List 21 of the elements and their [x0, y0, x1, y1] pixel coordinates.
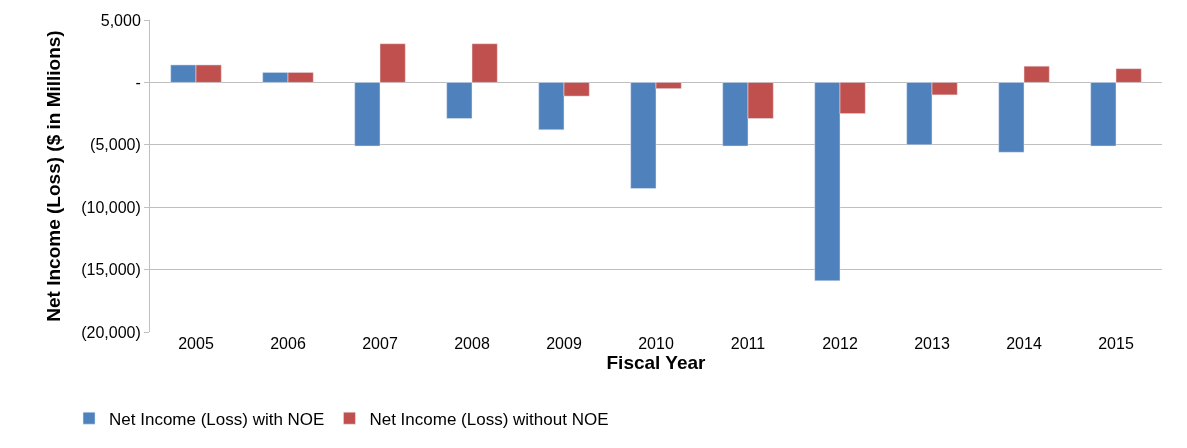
y-tick-label: (20,000) — [81, 323, 141, 341]
y-tick-label: (5,000) — [90, 136, 141, 154]
x-tick-label: 2009 — [546, 335, 582, 352]
x-tick-label: 2008 — [454, 335, 490, 352]
x-tick-label: 2015 — [1098, 335, 1134, 352]
legend-label: Net Income (Loss) with NOE — [109, 409, 325, 429]
x-tick-label: 2010 — [638, 335, 674, 352]
y-axis-title: Net Income (Loss) ($ in Millions) — [43, 30, 65, 322]
x-tick-label: 2011 — [730, 335, 766, 352]
y-tick-label: (15,000) — [81, 261, 141, 279]
x-tick-label: 2013 — [914, 335, 950, 352]
x-axis-title: Fiscal Year — [606, 352, 707, 373]
x-tick-label: 2007 — [362, 335, 398, 352]
x-tick-label: 2014 — [1006, 335, 1042, 352]
x-tick-label: 2012 — [822, 335, 858, 352]
x-tick-label: 2006 — [270, 335, 306, 352]
x-tick-label: 2005 — [178, 335, 214, 352]
y-tick-label: 5,000 — [100, 11, 141, 29]
y-tick-label: - — [135, 74, 141, 91]
y-tick-label: (10,000) — [81, 198, 141, 216]
legend-label: Net Income (Loss) without NOE — [369, 409, 609, 429]
